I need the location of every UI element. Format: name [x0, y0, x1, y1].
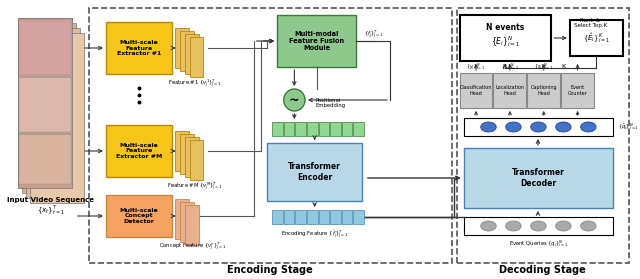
Polygon shape — [180, 134, 194, 174]
Text: Localization
Head: Localization Head — [495, 85, 524, 96]
Bar — [277, 15, 356, 67]
Bar — [106, 22, 172, 74]
Bar — [307, 210, 317, 224]
Bar — [18, 18, 72, 188]
Ellipse shape — [531, 122, 546, 132]
Polygon shape — [190, 37, 204, 77]
Text: Captioning
Head: Captioning Head — [531, 85, 557, 96]
Text: Input Video Sequence: Input Video Sequence — [7, 197, 94, 203]
Bar — [319, 122, 329, 136]
Bar — [106, 125, 172, 177]
Bar — [284, 122, 294, 136]
Bar — [272, 122, 283, 136]
Bar — [330, 210, 340, 224]
Bar — [457, 8, 628, 263]
Text: Encoding Stage: Encoding Stage — [227, 265, 313, 275]
Text: $\{\hat{q}_i\}_{i=1}^N$: $\{\hat{q}_i\}_{i=1}^N$ — [618, 122, 639, 133]
Bar — [342, 122, 353, 136]
Text: Transformer
Encoder: Transformer Encoder — [288, 162, 341, 182]
Text: $\{x_t\}_{t=1}^T$: $\{x_t\}_{t=1}^T$ — [37, 203, 65, 217]
Bar — [284, 210, 294, 224]
Bar — [19, 20, 71, 75]
Text: $\{t_i\}_{i=1}^N$: $\{t_i\}_{i=1}^N$ — [500, 62, 519, 72]
Polygon shape — [175, 199, 189, 239]
Text: Decoding Stage: Decoding Stage — [499, 265, 586, 275]
Text: Multi-scale
Feature
Extractor #1: Multi-scale Feature Extractor #1 — [116, 40, 161, 56]
Ellipse shape — [481, 221, 496, 231]
Bar — [106, 195, 172, 237]
Bar — [268, 143, 362, 201]
Polygon shape — [180, 31, 194, 71]
Text: K: K — [561, 64, 565, 69]
Bar — [19, 134, 71, 184]
Bar — [22, 23, 76, 193]
Bar — [272, 210, 283, 224]
Bar — [527, 73, 560, 108]
Ellipse shape — [506, 122, 521, 132]
Bar — [463, 118, 613, 136]
Text: $\{f_j\}_{j=1}^T$: $\{f_j\}_{j=1}^T$ — [364, 29, 383, 41]
Text: Multi-modal
Feature Fusion
Module: Multi-modal Feature Fusion Module — [289, 31, 344, 51]
Bar — [19, 134, 71, 184]
Ellipse shape — [580, 221, 596, 231]
Text: Transformer
Decoder: Transformer Decoder — [512, 168, 565, 188]
Polygon shape — [185, 34, 198, 74]
Text: $\{s_i\}_{i=1}^N$: $\{s_i\}_{i=1}^N$ — [534, 62, 553, 72]
Text: Encoding Feature $\{\tilde{f}_j\}_{j=1}^T$: Encoding Feature $\{\tilde{f}_j\}_{j=1}^… — [281, 228, 348, 240]
Ellipse shape — [531, 221, 546, 231]
Bar — [460, 73, 493, 108]
Bar — [19, 77, 71, 132]
Text: $\{y_i\}_{i=1}^N$: $\{y_i\}_{i=1}^N$ — [467, 62, 486, 72]
Polygon shape — [185, 137, 198, 177]
Polygon shape — [180, 202, 194, 242]
Ellipse shape — [506, 221, 521, 231]
Text: Event
Counter: Event Counter — [568, 85, 588, 96]
Bar — [295, 122, 306, 136]
Bar — [493, 73, 526, 108]
Bar — [463, 148, 613, 208]
Circle shape — [284, 89, 305, 111]
Polygon shape — [175, 131, 189, 171]
Bar — [319, 210, 329, 224]
Bar — [19, 77, 71, 132]
Polygon shape — [185, 205, 198, 245]
Bar — [90, 8, 452, 263]
Bar — [463, 217, 613, 235]
Bar — [561, 73, 594, 108]
Bar — [18, 18, 72, 188]
Polygon shape — [190, 140, 204, 180]
Text: Positional
Embedding: Positional Embedding — [316, 98, 346, 109]
Bar — [26, 28, 80, 198]
Bar — [295, 210, 306, 224]
Bar — [353, 122, 364, 136]
Text: Multi-scale
Concept
Detector: Multi-scale Concept Detector — [120, 208, 158, 224]
Bar — [460, 15, 552, 61]
Bar — [19, 20, 71, 75]
Bar — [570, 20, 623, 56]
Text: $\{\hat{E}_i\}_{i=1}^K$: $\{\hat{E}_i\}_{i=1}^K$ — [583, 31, 610, 45]
Text: Classification
Head: Classification Head — [460, 85, 492, 96]
Ellipse shape — [580, 122, 596, 132]
Text: Feature #1 $\{v_j^1\}_{j=1}^T$: Feature #1 $\{v_j^1\}_{j=1}^T$ — [168, 78, 221, 90]
Text: Rank &
Select Top K: Rank & Select Top K — [573, 18, 607, 28]
Polygon shape — [175, 28, 189, 68]
Bar — [353, 210, 364, 224]
Text: Concept Feature $\{v_j^c\}_{j=1}^T$: Concept Feature $\{v_j^c\}_{j=1}^T$ — [159, 241, 227, 253]
Ellipse shape — [481, 122, 496, 132]
Bar — [307, 122, 317, 136]
Text: N events
$\{E_i\}_{i=1}^N$: N events $\{E_i\}_{i=1}^N$ — [486, 23, 525, 49]
Bar — [330, 122, 340, 136]
Text: ~: ~ — [289, 93, 300, 107]
Bar — [342, 210, 353, 224]
Ellipse shape — [556, 221, 571, 231]
Text: Feature #M $\{v_j^M\}_{j=1}^T$: Feature #M $\{v_j^M\}_{j=1}^T$ — [167, 181, 223, 193]
Ellipse shape — [556, 122, 571, 132]
Bar — [29, 33, 84, 203]
Text: Multi-scale
Feature
Extractor #M: Multi-scale Feature Extractor #M — [116, 143, 162, 159]
Text: Event Queries $\{q_i\}_{i=1}^N$: Event Queries $\{q_i\}_{i=1}^N$ — [509, 239, 568, 249]
